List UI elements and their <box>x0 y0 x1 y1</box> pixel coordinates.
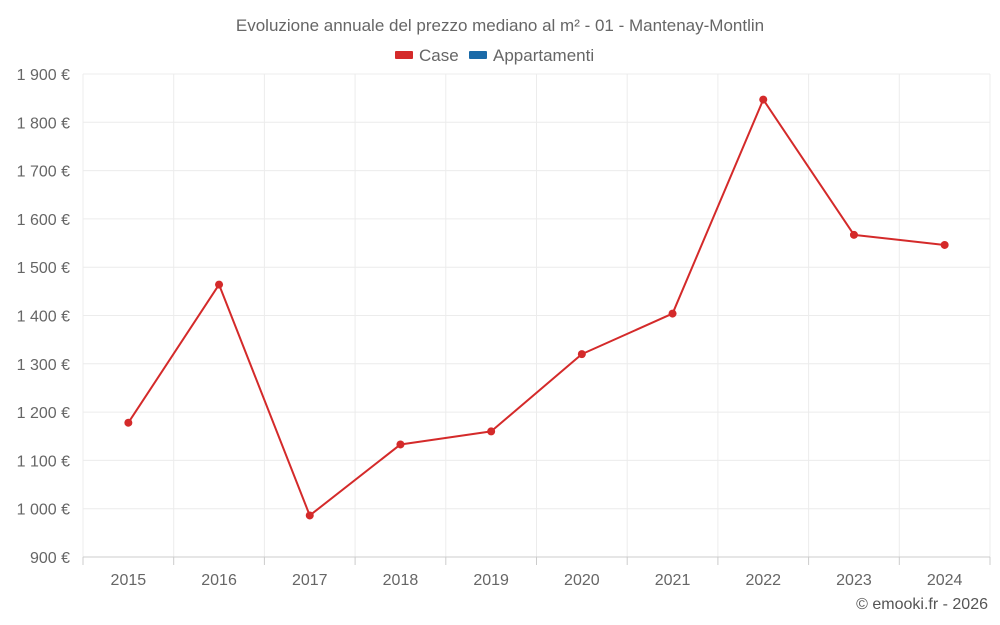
x-tick-label: 2017 <box>292 572 328 589</box>
data-point-case-2023[interactable] <box>849 230 858 239</box>
legend-label-appartamenti: Appartamenti <box>493 46 594 65</box>
y-tick-label: 1 800 € <box>17 115 70 132</box>
x-tick-label: 2015 <box>111 572 147 589</box>
y-tick-label: 1 700 € <box>17 164 70 181</box>
data-point-case-2016[interactable] <box>215 280 224 289</box>
y-tick-label: 1 200 € <box>17 405 70 422</box>
data-point-case-2020[interactable] <box>577 350 586 359</box>
legend-swatch-appartamenti <box>469 51 487 59</box>
x-tick-label: 2018 <box>383 572 419 589</box>
x-tick-label: 2024 <box>927 572 963 589</box>
y-tick-label: 1 600 € <box>17 212 70 229</box>
y-tick-label: 1 900 € <box>17 67 70 84</box>
data-point-case-2021[interactable] <box>668 309 677 318</box>
legend-item-appartamenti[interactable]: Appartamenti <box>469 46 594 65</box>
data-point-case-2019[interactable] <box>487 427 496 436</box>
legend-item-case[interactable]: Case <box>395 46 459 65</box>
chart-title: Evoluzione annuale del prezzo mediano al… <box>236 16 764 35</box>
data-point-case-2017[interactable] <box>305 511 314 520</box>
series-line-case <box>127 98 945 517</box>
data-point-case-2018[interactable] <box>396 440 405 449</box>
x-gridlines <box>82 74 991 565</box>
x-tick-label: 2022 <box>745 572 781 589</box>
x-tick-label: 2016 <box>201 572 237 589</box>
y-tick-label: 1 100 € <box>17 453 70 470</box>
y-tick-label: 1 300 € <box>17 357 70 374</box>
x-tick-label: 2021 <box>655 572 691 589</box>
data-point-case-2022[interactable] <box>759 95 768 104</box>
credit-text: © emooki.fr - 2026 <box>856 596 988 613</box>
x-tick-label: 2023 <box>836 572 872 589</box>
x-tick-label: 2019 <box>473 572 509 589</box>
y-axis-ticks: 900 € 1 000 € 1 100 € 1 200 € 1 300 € 1 400 €… <box>17 67 70 567</box>
x-tick-label: 2020 <box>564 572 600 589</box>
y-tick-label: 900 € <box>30 550 70 567</box>
data-point-case-2024[interactable] <box>940 240 949 249</box>
series-case <box>124 95 949 520</box>
data-point-case-2015[interactable] <box>124 418 133 427</box>
legend-swatch-case <box>395 51 413 59</box>
y-tick-label: 1 500 € <box>17 260 70 277</box>
legend-label-case: Case <box>419 46 459 65</box>
x-axis-ticks: 2015 2016 2017 2018 2019 2020 2021 2022 2023 2024 <box>111 572 963 589</box>
y-tick-label: 1 000 € <box>17 502 70 519</box>
legend: Case Appartamenti <box>395 46 594 65</box>
y-tick-label: 1 400 € <box>17 309 70 326</box>
